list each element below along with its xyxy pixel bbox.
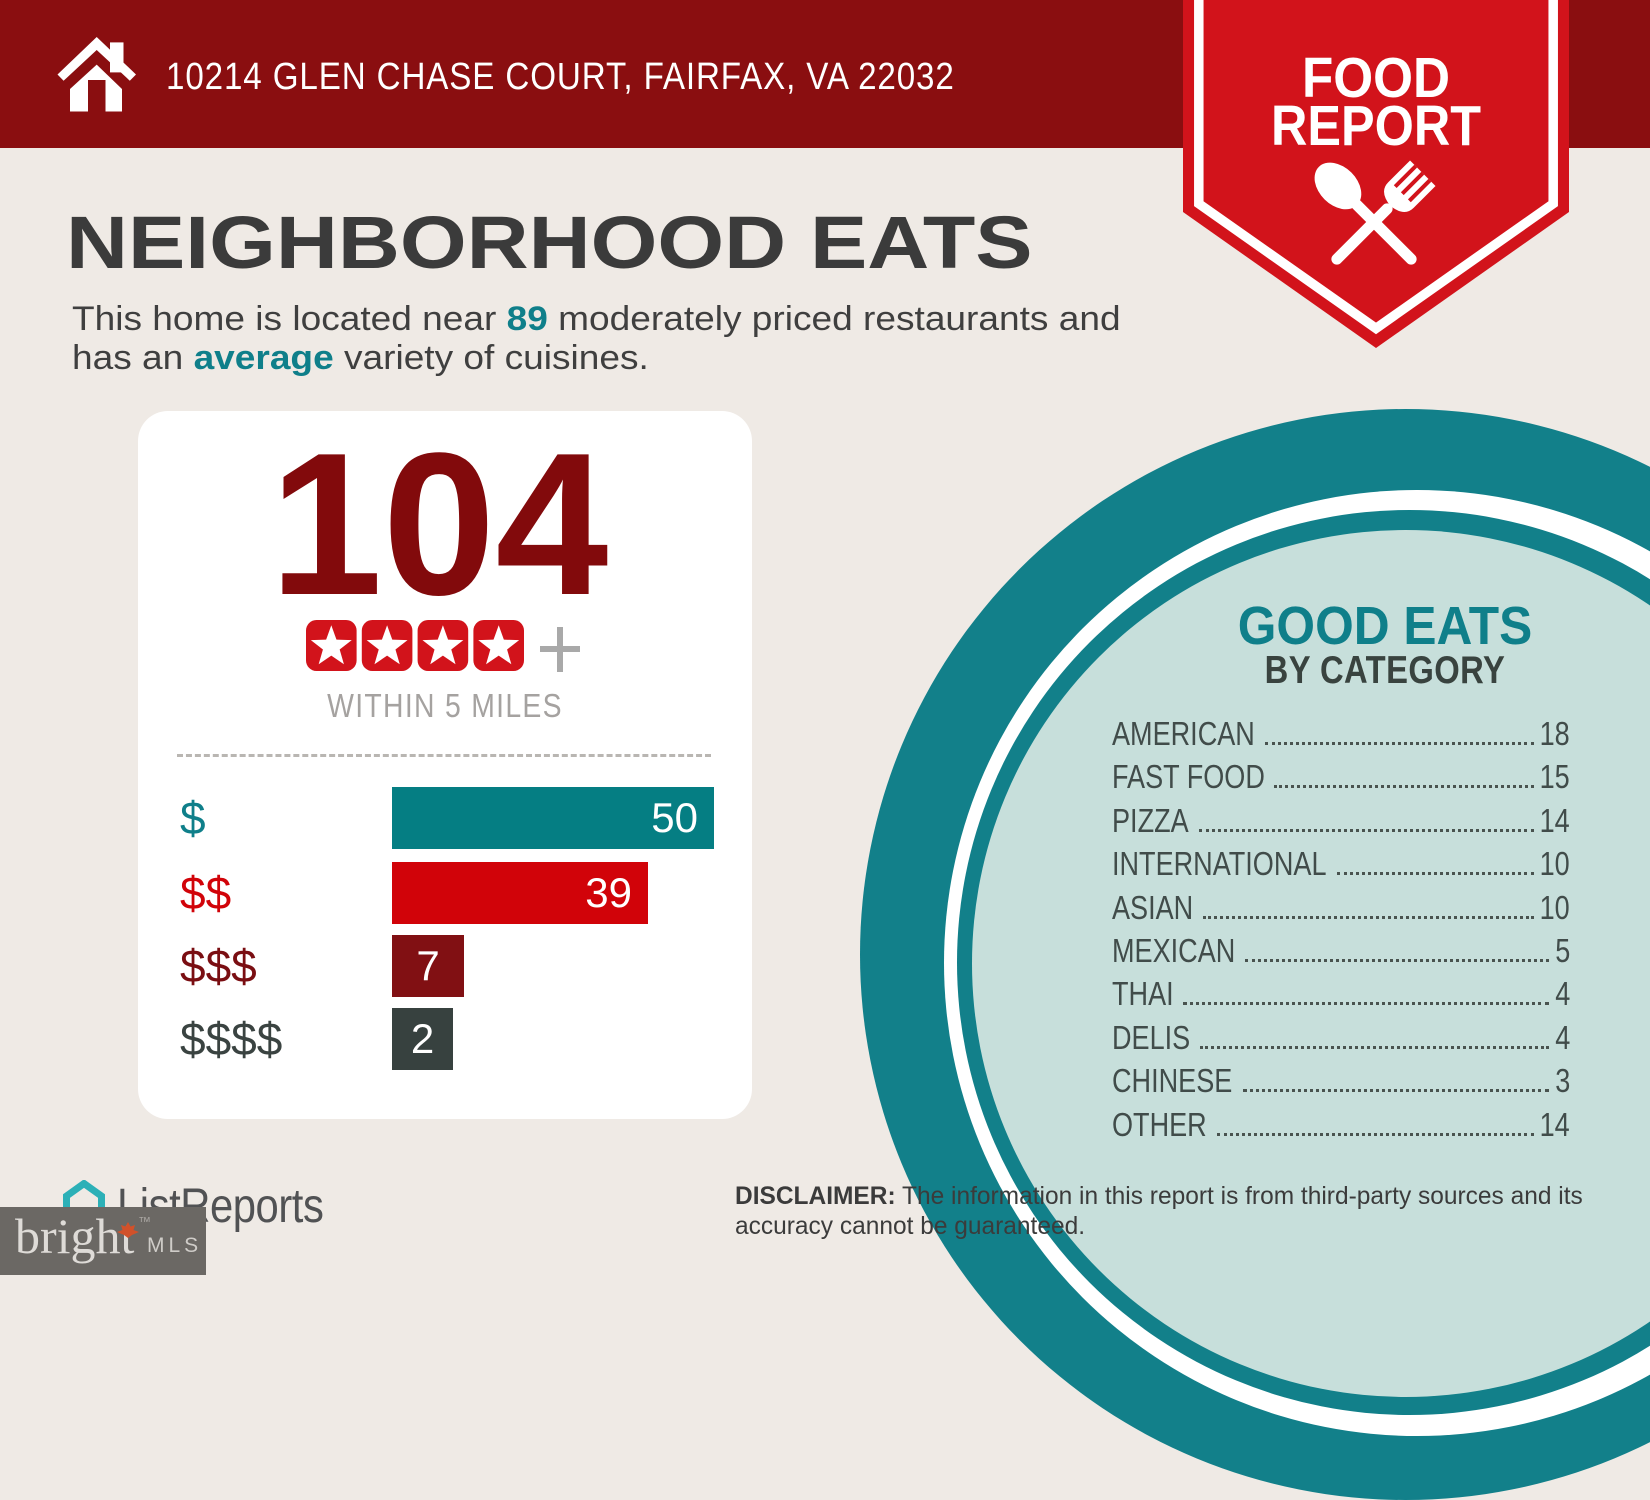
svg-text:REPORT: REPORT (1271, 94, 1481, 158)
svg-text:FOOD: FOOD (1302, 46, 1450, 110)
